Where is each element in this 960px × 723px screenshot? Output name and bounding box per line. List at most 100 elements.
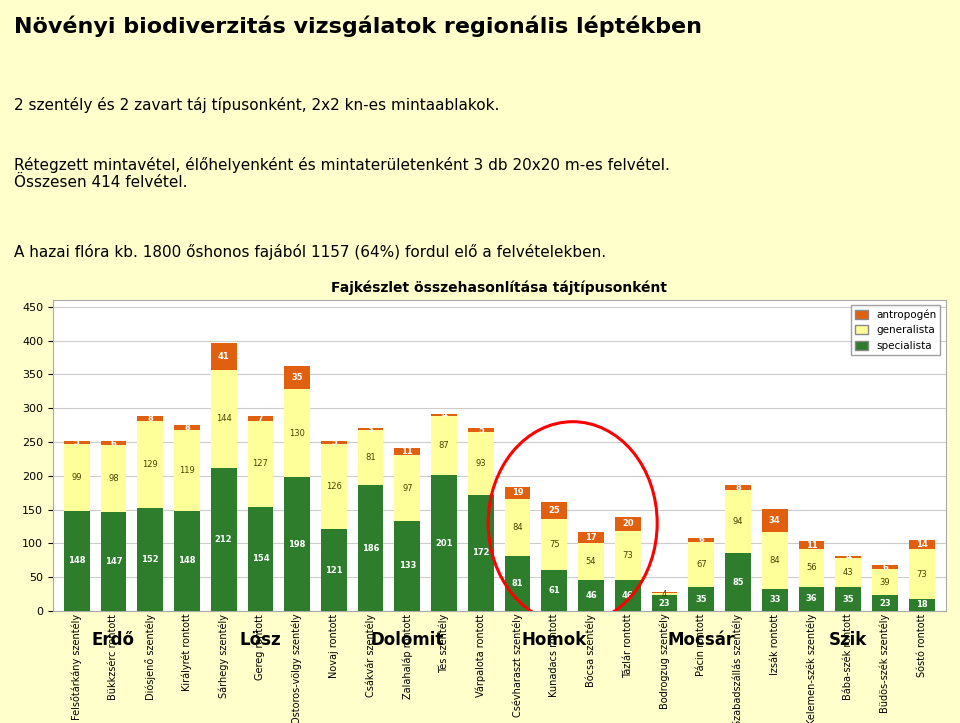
- Text: 36: 36: [805, 594, 817, 603]
- Text: 87: 87: [439, 441, 449, 450]
- Bar: [358, 429, 383, 430]
- Text: 46: 46: [586, 591, 597, 600]
- Bar: [431, 416, 457, 475]
- Bar: [211, 468, 236, 611]
- Text: 81: 81: [366, 453, 376, 462]
- Bar: [211, 343, 236, 370]
- Text: 172: 172: [472, 548, 490, 557]
- Text: 17: 17: [586, 533, 597, 542]
- Text: 81: 81: [512, 579, 523, 588]
- Text: Homok: Homok: [521, 631, 587, 649]
- Text: 186: 186: [362, 544, 379, 552]
- Text: 5: 5: [478, 426, 484, 435]
- Bar: [578, 580, 604, 611]
- Text: 67: 67: [696, 560, 707, 569]
- Bar: [578, 544, 604, 580]
- Text: 127: 127: [252, 459, 269, 469]
- Text: 25: 25: [548, 506, 561, 515]
- Bar: [505, 487, 531, 500]
- Text: 93: 93: [475, 459, 486, 468]
- Bar: [284, 366, 310, 389]
- Text: Dolomit: Dolomit: [371, 631, 444, 649]
- Bar: [799, 586, 825, 611]
- Text: 154: 154: [252, 555, 269, 563]
- Text: 39: 39: [879, 578, 890, 586]
- Bar: [505, 556, 531, 611]
- Text: 8: 8: [735, 483, 741, 492]
- Text: 133: 133: [398, 562, 416, 570]
- Title: Fajkészlet összehasonlítása tájtípusonként: Fajkészlet összehasonlítása tájtípusonké…: [331, 281, 667, 295]
- Text: Szik: Szik: [829, 631, 868, 649]
- Bar: [174, 430, 200, 511]
- Text: Mocsár: Mocsár: [668, 631, 734, 649]
- Text: 85: 85: [732, 578, 744, 586]
- Bar: [688, 538, 714, 542]
- Text: 54: 54: [586, 557, 596, 566]
- Bar: [248, 421, 274, 507]
- Bar: [248, 507, 274, 611]
- Text: 11: 11: [805, 541, 817, 549]
- Bar: [101, 441, 127, 445]
- Text: 11: 11: [401, 448, 413, 456]
- Text: 41: 41: [218, 352, 229, 361]
- Text: 3: 3: [368, 425, 373, 434]
- Text: 4: 4: [442, 411, 447, 419]
- Bar: [468, 432, 493, 495]
- Text: 4: 4: [661, 589, 667, 599]
- Bar: [799, 549, 825, 586]
- Text: 148: 148: [68, 557, 85, 565]
- Text: 35: 35: [695, 594, 708, 604]
- Text: 119: 119: [179, 466, 195, 475]
- Text: 33: 33: [769, 595, 780, 604]
- Text: 129: 129: [142, 460, 158, 469]
- Bar: [174, 511, 200, 611]
- Text: 7: 7: [257, 414, 263, 423]
- Bar: [431, 414, 457, 416]
- Text: 75: 75: [549, 540, 560, 549]
- Bar: [101, 512, 127, 611]
- Text: 20: 20: [622, 519, 634, 529]
- Bar: [63, 511, 89, 611]
- Text: 23: 23: [659, 599, 670, 607]
- Text: 2 szentély és 2 zavart táj típusonként, 2x2 kn-es mintaablakok.: 2 szentély és 2 zavart táj típusonként, …: [14, 98, 499, 114]
- Bar: [211, 370, 236, 468]
- Bar: [652, 593, 678, 596]
- Bar: [505, 500, 531, 556]
- Bar: [63, 444, 89, 511]
- Text: 99: 99: [71, 473, 82, 482]
- Text: 144: 144: [216, 414, 231, 424]
- Bar: [688, 587, 714, 611]
- Bar: [137, 508, 163, 611]
- Text: 94: 94: [732, 517, 743, 526]
- Text: 121: 121: [325, 565, 343, 575]
- Bar: [541, 502, 567, 519]
- Text: 35: 35: [843, 594, 854, 604]
- Bar: [762, 509, 787, 532]
- Text: 14: 14: [916, 540, 927, 549]
- Text: 97: 97: [402, 484, 413, 493]
- Bar: [615, 531, 640, 580]
- Bar: [872, 565, 898, 569]
- Bar: [835, 558, 861, 587]
- Text: 198: 198: [288, 539, 306, 549]
- Bar: [762, 532, 787, 589]
- Text: 5: 5: [74, 438, 80, 447]
- Bar: [799, 542, 825, 549]
- Bar: [541, 570, 567, 611]
- Bar: [762, 589, 787, 611]
- Bar: [63, 440, 89, 444]
- Text: 152: 152: [141, 555, 159, 564]
- Bar: [137, 416, 163, 421]
- Bar: [578, 532, 604, 544]
- Text: Lösz: Lösz: [240, 631, 281, 649]
- Text: 34: 34: [769, 516, 780, 525]
- Bar: [321, 529, 347, 611]
- Bar: [284, 477, 310, 611]
- Text: 4: 4: [846, 552, 852, 561]
- Bar: [174, 425, 200, 430]
- Bar: [358, 430, 383, 485]
- Bar: [725, 554, 751, 611]
- Text: Növényi biodiverzitás vizsgálatok regionális léptékben: Növényi biodiverzitás vizsgálatok region…: [14, 16, 703, 37]
- Text: 5: 5: [331, 438, 337, 447]
- Text: 43: 43: [843, 568, 853, 577]
